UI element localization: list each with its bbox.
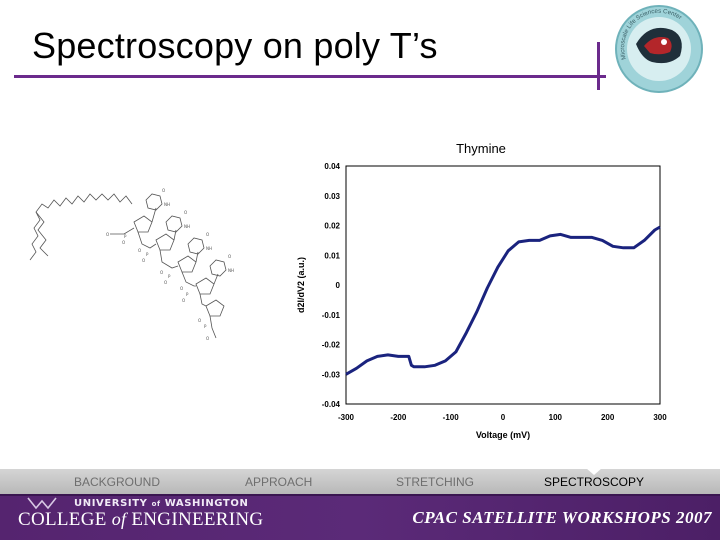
center-logo: Microscale Life Sciences Center <box>615 5 703 93</box>
uw-w-logo <box>27 497 57 510</box>
footer-banner: UNIVERSITY of WASHINGTON COLLEGE of ENGI… <box>0 494 720 540</box>
x-tick-label: -100 <box>443 413 460 422</box>
y-tick-label: 0.01 <box>324 251 340 260</box>
y-tick-label: -0.03 <box>322 370 341 379</box>
svg-text:NH: NH <box>206 246 212 251</box>
y-tick-label: 0.02 <box>324 222 340 231</box>
svg-text:P: P <box>146 252 149 257</box>
svg-text:O: O <box>164 280 167 285</box>
title-vertical-rule <box>597 42 600 90</box>
svg-text:O: O <box>138 248 141 253</box>
svg-text:O: O <box>206 336 209 341</box>
workshop-title: CPAC SATELLITE WORKSHOPS 2007 <box>412 508 712 527</box>
svg-text:O: O <box>198 318 201 323</box>
title-underline <box>14 75 606 78</box>
svg-text:O: O <box>184 210 187 215</box>
plot-area <box>345 165 661 405</box>
series-line <box>345 225 661 376</box>
college-name: COLLEGE of ENGINEERING <box>18 509 264 530</box>
svg-text:O: O <box>162 188 165 193</box>
svg-text:O: O <box>106 232 109 237</box>
y-tick-label: -0.02 <box>322 341 341 350</box>
y-tick-label: 0.03 <box>324 192 340 201</box>
svg-text:O: O <box>122 240 125 245</box>
x-tick-label: 200 <box>601 413 615 422</box>
nav-item-approach[interactable]: APPROACH <box>245 475 313 489</box>
x-axis-label: Voltage (mV) <box>476 430 530 440</box>
svg-text:P: P <box>168 274 171 279</box>
x-tick-label: -300 <box>338 413 355 422</box>
svg-text:O: O <box>206 232 209 237</box>
svg-text:O: O <box>182 298 185 303</box>
slide-title: Spectroscopy on poly T’s <box>32 25 438 66</box>
x-tick-label: 100 <box>549 413 563 422</box>
svg-text:P: P <box>204 324 207 329</box>
svg-text:P: P <box>186 292 189 297</box>
y-axis-label: d2I/dV2 (a.u.) <box>296 257 306 313</box>
svg-text:NH: NH <box>184 224 190 229</box>
chart-title: Thymine <box>456 141 506 156</box>
y-tick-label: -0.04 <box>322 400 341 409</box>
y-tick-label: -0.01 <box>322 311 341 320</box>
thymine-spectrum-chart: Thymine 0.04 0.03 0.02 0.01 0 -0.01 -0.02 -0.03… <box>296 141 667 440</box>
section-nav-bar: BACKGROUND APPROACH STRETCHING SPECTROSC… <box>0 468 720 494</box>
nav-item-background[interactable]: BACKGROUND <box>74 475 161 489</box>
svg-text:O: O <box>180 286 183 291</box>
y-tick-label: 0.04 <box>324 162 340 171</box>
svg-text:O: O <box>228 254 231 259</box>
svg-text:NH: NH <box>164 202 170 207</box>
svg-text:P: P <box>124 234 127 239</box>
active-nav-pointer <box>586 468 602 475</box>
university-name: UNIVERSITY of WASHINGTON <box>74 498 249 509</box>
svg-text:O: O <box>142 258 145 263</box>
x-tick-label: 0 <box>501 413 506 422</box>
svg-text:NH: NH <box>228 268 234 273</box>
svg-text:O: O <box>160 270 163 275</box>
y-tick-label: 0 <box>336 281 341 290</box>
nav-item-stretching[interactable]: STRETCHING <box>396 475 474 489</box>
nav-item-spectroscopy[interactable]: SPECTROSCOPY <box>544 475 645 489</box>
x-tick-label: -200 <box>390 413 407 422</box>
footer-divider <box>0 494 720 496</box>
x-tick-label: 300 <box>653 413 667 422</box>
